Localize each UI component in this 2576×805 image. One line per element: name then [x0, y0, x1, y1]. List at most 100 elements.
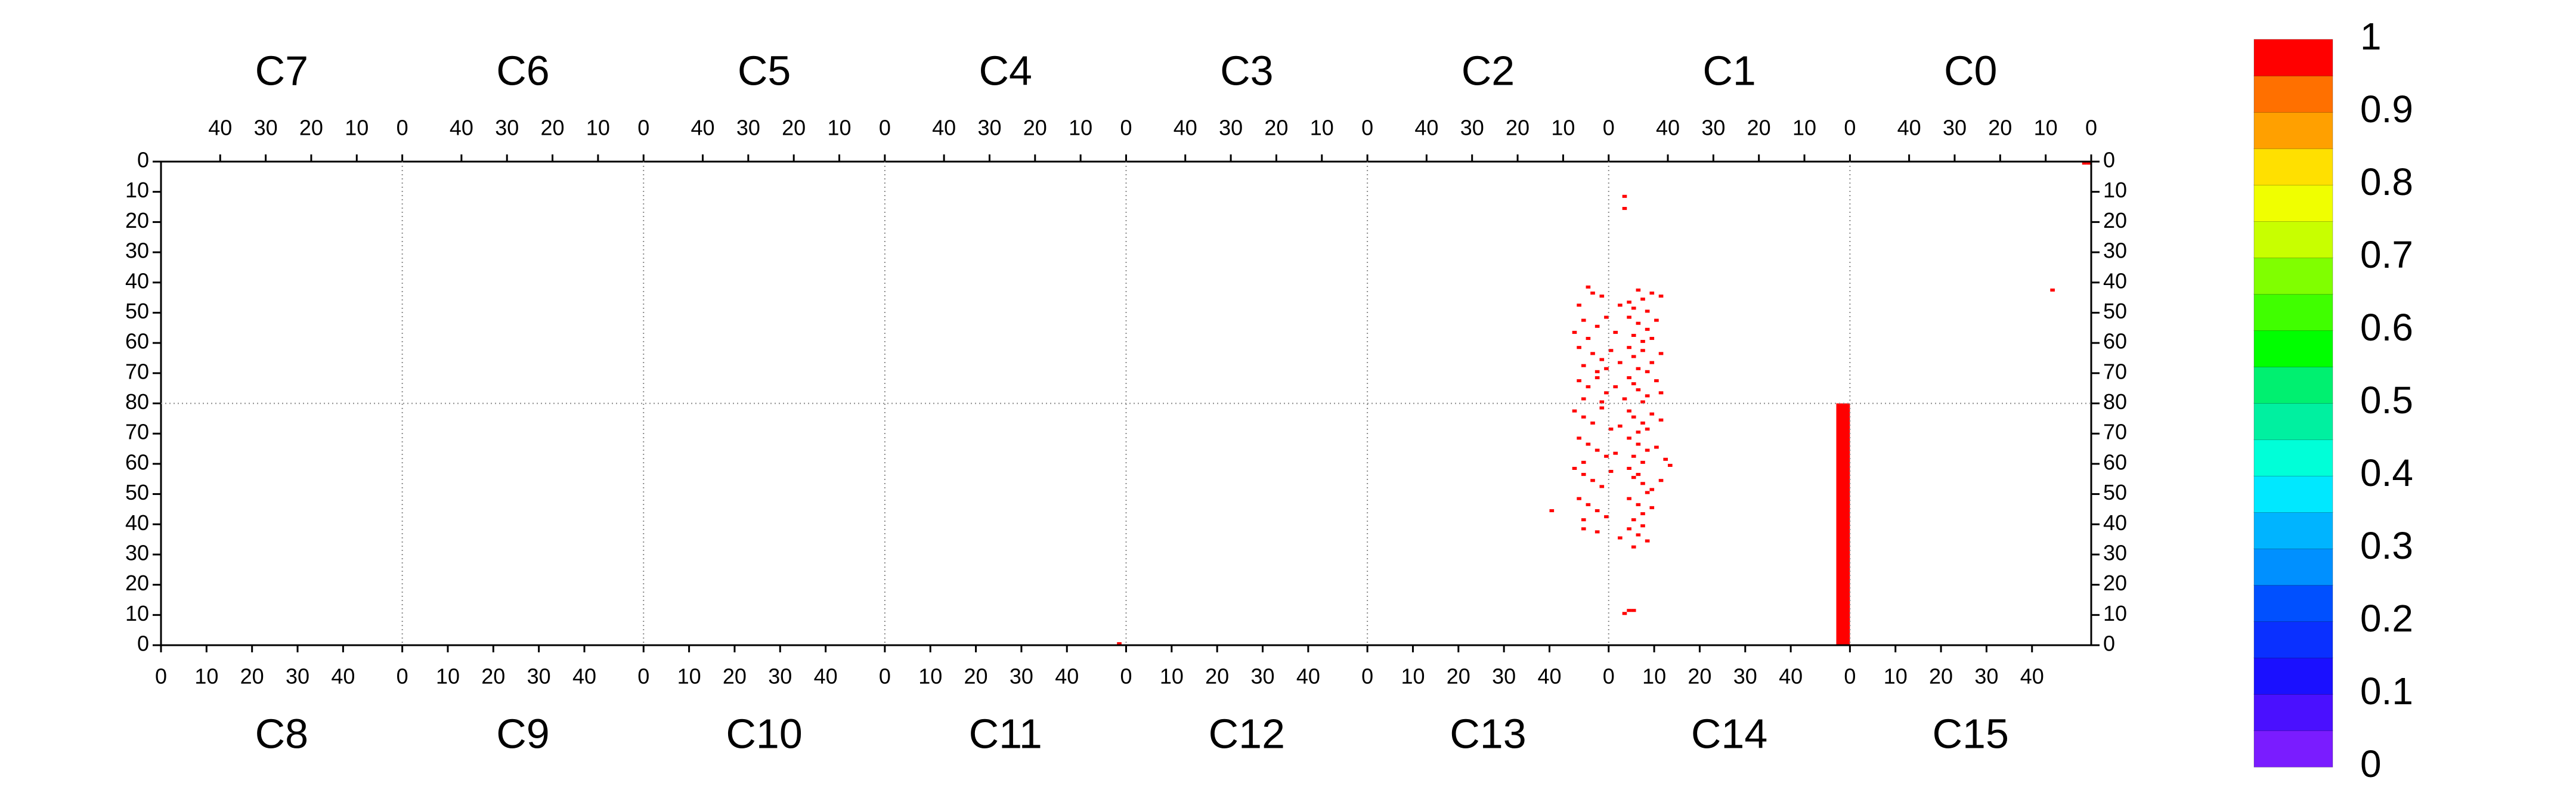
cell [1636, 431, 1641, 434]
x-tick-label: 30 [495, 116, 519, 140]
cell [1622, 194, 1627, 198]
x-tick-label: 10 [1792, 116, 1816, 140]
colorbar-band [2253, 621, 2333, 658]
cell [1594, 370, 1600, 373]
colorbar-band [2253, 730, 2333, 767]
x-tick-label: 30 [1974, 664, 1998, 689]
cell [1640, 298, 1645, 301]
y-tick-label: 80 [125, 389, 149, 414]
section-label: C12 [1209, 710, 1285, 757]
x-tick-label: 0 [1361, 664, 1373, 689]
x-tick-label: 30 [1219, 116, 1243, 140]
x-tick-label: 20 [782, 116, 806, 140]
cell [1645, 428, 1650, 431]
x-tick-label: 30 [977, 116, 1001, 140]
section-label: C0 [1944, 47, 1997, 94]
cell [1627, 466, 1631, 470]
x-tick-label: 40 [1779, 664, 1803, 689]
colorbar-label: 0.7 [2360, 233, 2413, 276]
cell [1581, 364, 1586, 367]
colorbar-band [2253, 112, 2333, 149]
colorbar-label: 0.1 [2360, 670, 2413, 713]
cell [1631, 306, 1636, 310]
section-label: C7 [255, 47, 308, 94]
cell [1640, 421, 1645, 425]
cell [1577, 304, 1581, 307]
y-tick-label: 60 [2103, 450, 2127, 474]
section-label: C1 [1702, 47, 1755, 94]
cell [1581, 460, 1586, 464]
colorbar-label: 0.4 [2360, 451, 2413, 494]
cell [1586, 503, 1591, 506]
cell [1658, 391, 1664, 395]
x-tick-label: 10 [586, 116, 610, 140]
plot-marks [1117, 162, 2091, 645]
cell [1636, 367, 1641, 370]
colorbar-band [2253, 257, 2333, 295]
colorbar-label: 0.8 [2360, 160, 2413, 203]
cell [1613, 330, 1618, 334]
x-tick-label: 30 [736, 116, 760, 140]
colorbar-label: 0.2 [2360, 597, 2413, 640]
section-label: C2 [1462, 47, 1515, 94]
cell [1117, 642, 1122, 645]
x-tick-label: 20 [240, 664, 264, 689]
cell [1604, 367, 1609, 370]
colorbar-band [2253, 402, 2333, 440]
section-label: C4 [979, 47, 1032, 94]
cell [1586, 285, 1591, 289]
cell [1667, 463, 1673, 467]
x-tick-label: 10 [918, 664, 942, 689]
cell [1649, 506, 1655, 509]
x-tick-label: 0 [2085, 116, 2097, 140]
cell [1622, 207, 1627, 210]
y-tick-label: 40 [2103, 510, 2127, 535]
cell [1645, 491, 1650, 494]
cell [1631, 333, 1636, 337]
y-tick-label: 10 [125, 178, 149, 202]
x-tick-label: 0 [879, 664, 891, 689]
y-tick-label: 70 [125, 359, 149, 383]
cell [1581, 527, 1586, 531]
colorbar-band [2253, 584, 2333, 622]
colorbar-label: 0.5 [2360, 379, 2413, 422]
x-tick-label: 20 [481, 664, 505, 689]
x-tick-label: 40 [1656, 116, 1680, 140]
section-label: C11 [969, 710, 1042, 757]
cell [1649, 488, 1655, 491]
x-tick-label: 30 [1460, 116, 1484, 140]
x-tick-label: 0 [155, 664, 167, 689]
cell [1640, 340, 1645, 343]
colorbar-band [2253, 657, 2333, 695]
cell [1649, 412, 1655, 416]
x-tick-label: 10 [1310, 116, 1334, 140]
y-tick-label: 40 [2103, 268, 2127, 293]
x-tick-label: 20 [723, 664, 747, 689]
cell [1627, 527, 1631, 531]
x-tick-label: 10 [1551, 116, 1575, 140]
cell [1618, 424, 1623, 428]
cell [1594, 376, 1600, 379]
cell [1608, 349, 1614, 352]
x-tick-label: 40 [1414, 116, 1438, 140]
cell [1654, 445, 1659, 449]
cell [1622, 397, 1627, 401]
cell [1594, 324, 1600, 328]
x-tick-label: 0 [397, 116, 408, 140]
section-label: C10 [726, 710, 802, 757]
cell [1645, 539, 1650, 543]
cell [1572, 466, 1577, 470]
colorbar-band [2253, 475, 2333, 513]
cell [1645, 394, 1650, 398]
cell [1590, 479, 1595, 482]
cell [1658, 479, 1664, 482]
cell [1599, 406, 1605, 410]
cell [1599, 485, 1605, 488]
cell [1631, 609, 1636, 612]
x-tick-label: 10 [1642, 664, 1666, 689]
cell [1631, 545, 1636, 549]
x-tick-label: 40 [450, 116, 473, 140]
x-tick-label: 40 [814, 664, 838, 689]
cell [1636, 442, 1641, 446]
cell [2086, 162, 2091, 165]
